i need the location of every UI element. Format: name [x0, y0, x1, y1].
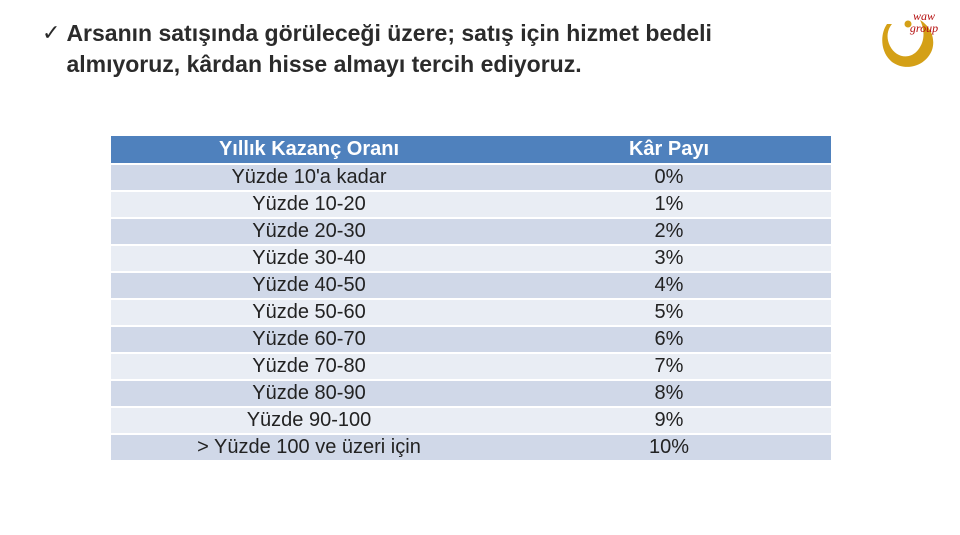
rate-cell: Yüzde 30-40 [111, 245, 507, 272]
rate-cell: Yüzde 40-50 [111, 272, 507, 299]
table-row: Yüzde 40-504% [111, 272, 831, 299]
table-row: Yüzde 80-908% [111, 380, 831, 407]
bullet-text: Arsanın satışında görüleceği üzere; satı… [66, 18, 822, 80]
rate-cell: Yüzde 50-60 [111, 299, 507, 326]
rate-cell: Yüzde 80-90 [111, 380, 507, 407]
share-cell: 0% [507, 164, 831, 191]
table-row: Yüzde 50-605% [111, 299, 831, 326]
table-row: Yüzde 30-403% [111, 245, 831, 272]
table-row: Yüzde 90-1009% [111, 407, 831, 434]
table-header-rate: Yıllık Kazanç Oranı [111, 136, 507, 164]
table-header-share: Kâr Payı [507, 136, 831, 164]
rate-cell: Yüzde 70-80 [111, 353, 507, 380]
bullet-item: ✓ Arsanın satışında görüleceği üzere; sa… [42, 18, 822, 80]
check-icon: ✓ [42, 20, 60, 46]
brand-logo: waw group [872, 6, 942, 76]
share-cell: 9% [507, 407, 831, 434]
rate-cell: Yüzde 90-100 [111, 407, 507, 434]
share-cell: 2% [507, 218, 831, 245]
table-row: > Yüzde 100 ve üzeri için10% [111, 434, 831, 461]
rate-cell: > Yüzde 100 ve üzeri için [111, 434, 507, 461]
rate-cell: Yüzde 10'a kadar [111, 164, 507, 191]
table-row: Yüzde 10-201% [111, 191, 831, 218]
share-cell: 10% [507, 434, 831, 461]
logo-bottom-text: group [910, 21, 938, 35]
table-row: Yüzde 20-302% [111, 218, 831, 245]
share-cell: 7% [507, 353, 831, 380]
rate-table-container: Yıllık Kazanç Oranı Kâr Payı Yüzde 10'a … [111, 136, 831, 462]
table-row: Yüzde 60-706% [111, 326, 831, 353]
share-cell: 4% [507, 272, 831, 299]
table-row: Yüzde 10'a kadar0% [111, 164, 831, 191]
rate-cell: Yüzde 60-70 [111, 326, 507, 353]
share-cell: 6% [507, 326, 831, 353]
table-row: Yüzde 70-807% [111, 353, 831, 380]
share-cell: 8% [507, 380, 831, 407]
share-cell: 5% [507, 299, 831, 326]
share-cell: 1% [507, 191, 831, 218]
rate-cell: Yüzde 10-20 [111, 191, 507, 218]
rate-cell: Yüzde 20-30 [111, 218, 507, 245]
share-cell: 3% [507, 245, 831, 272]
rate-table: Yıllık Kazanç Oranı Kâr Payı Yüzde 10'a … [111, 136, 831, 462]
